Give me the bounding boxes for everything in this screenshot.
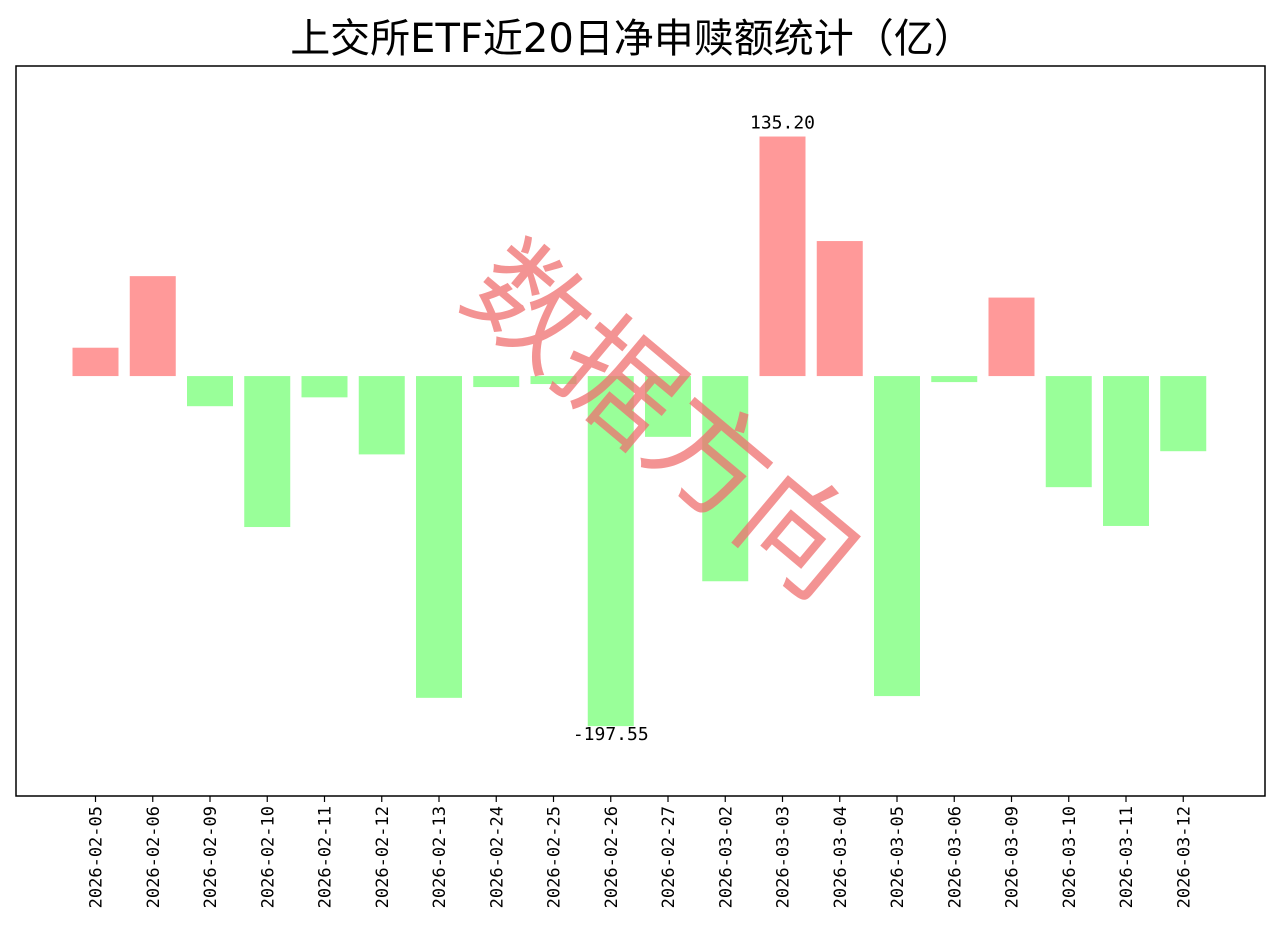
bar-2026-03-04	[816, 241, 863, 377]
data-labels: 135.20 -197.55	[573, 113, 815, 746]
x-tick-label: 2026-03-11	[1117, 806, 1137, 908]
x-tick-label: 2026-02-11	[316, 806, 336, 908]
data-label: -197.55	[573, 724, 649, 745]
bar-2026-03-10	[1045, 376, 1092, 488]
x-tick-label: 2026-03-06	[945, 806, 965, 908]
x-tick-label: 2026-03-02	[716, 806, 736, 908]
data-label: 135.20	[750, 113, 815, 134]
bar-2026-02-09	[187, 376, 233, 407]
bar-2026-02-12	[358, 376, 405, 455]
x-tick-label: 2026-02-09	[201, 806, 221, 908]
x-tick-label: 2026-03-12	[1174, 806, 1194, 908]
chart-title: 上交所ETF近20日净申赎额统计（亿）	[290, 16, 974, 62]
x-tick-label: 2026-02-13	[430, 806, 450, 908]
x-tick-label: 2026-02-24	[487, 806, 507, 908]
x-tick-label: 2026-02-25	[545, 806, 565, 908]
bars-group	[72, 136, 1207, 727]
x-tick-label: 2026-03-05	[888, 806, 908, 908]
plot-frame	[15, 65, 1266, 797]
x-tick-label: 2026-03-10	[1060, 806, 1080, 908]
bar-2026-02-11	[301, 376, 348, 398]
x-tick-label: 2026-02-26	[602, 806, 622, 908]
x-tick-label: 2026-02-05	[87, 806, 107, 908]
bar-2026-03-05	[874, 376, 920, 697]
bar-2026-03-09	[988, 297, 1035, 377]
bar-2026-03-11	[1103, 376, 1149, 526]
x-tick-label: 2026-03-03	[774, 806, 794, 908]
x-tick-label: 2026-02-06	[144, 806, 164, 908]
bar-2026-03-12	[1160, 376, 1207, 452]
bar-2026-02-24	[473, 376, 520, 388]
x-tick-label: 2026-03-04	[831, 806, 851, 908]
bar-2026-03-02	[702, 376, 749, 582]
bar-2026-02-26	[587, 376, 634, 727]
x-axis-ticks: 2026-02-05 2026-02-06 2026-02-09 2026-02-10…	[87, 796, 1194, 908]
x-tick-label: 2026-03-09	[1003, 806, 1023, 908]
x-tick-label: 2026-02-12	[373, 806, 393, 908]
bar-2026-02-06	[129, 276, 176, 377]
bar-2026-03-03	[759, 136, 806, 377]
bar-2026-03-06	[931, 376, 978, 383]
bar-2026-02-05	[72, 347, 119, 377]
bar-2026-02-25	[530, 376, 577, 385]
bar-2026-02-13	[416, 376, 462, 698]
x-tick-label: 2026-02-27	[659, 806, 679, 908]
bar-2026-02-27	[645, 376, 691, 437]
x-tick-label: 2026-02-10	[258, 806, 278, 908]
bar-2026-02-10	[244, 376, 291, 528]
